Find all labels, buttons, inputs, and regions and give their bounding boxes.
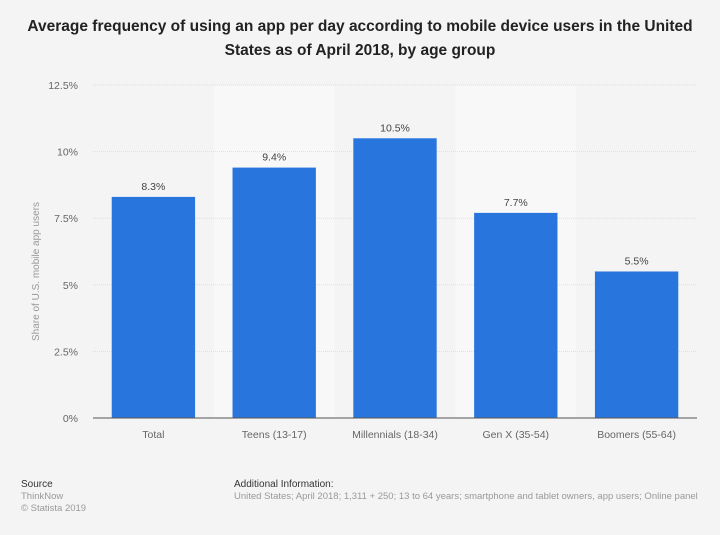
y-tick-label: 0% bbox=[63, 413, 78, 425]
bar bbox=[111, 196, 196, 418]
y-tick-label: 12.5% bbox=[48, 80, 78, 92]
x-tick-label: Millennials (18-34) bbox=[352, 429, 438, 441]
data-label: 5.5% bbox=[625, 255, 649, 267]
y-axis-label: Share of U.S. mobile app users bbox=[31, 202, 42, 341]
bar bbox=[232, 167, 316, 418]
copyright: © Statista 2019 bbox=[21, 503, 87, 514]
y-axis-ticks: 0% 2.5% 5% 7.5% 10% 12.5% bbox=[48, 80, 78, 425]
chart-title: Average frequency of using an app per da… bbox=[27, 18, 693, 59]
bar bbox=[594, 271, 679, 418]
x-tick-label: Boomers (55-64) bbox=[597, 429, 676, 441]
y-tick-label: 10% bbox=[57, 147, 78, 159]
bar bbox=[474, 212, 558, 418]
bar bbox=[353, 138, 437, 418]
additional-info-text: United States; April 2018; 1,311 + 250; … bbox=[234, 491, 698, 502]
data-label: 7.7% bbox=[504, 197, 528, 209]
additional-info-block: Additional Information: United States; A… bbox=[234, 479, 698, 503]
data-label: 10.5% bbox=[380, 122, 410, 134]
data-labels: 8.3% 9.4% 10.5% 7.7% 5.5% bbox=[141, 122, 648, 267]
data-label: 8.3% bbox=[141, 181, 165, 193]
x-axis-ticks: Total Teens (13-17) Millennials (18-34) Gen… bbox=[142, 429, 676, 441]
source-name[interactable]: ThinkNow bbox=[21, 491, 64, 502]
additional-info-heading: Additional Information: bbox=[234, 479, 334, 490]
y-tick-label: 5% bbox=[63, 280, 78, 292]
data-label: 9.4% bbox=[262, 152, 286, 164]
source-heading: Source bbox=[21, 479, 53, 490]
x-tick-label: Gen X (35-54) bbox=[483, 429, 550, 441]
y-tick-label: 7.5% bbox=[54, 213, 78, 225]
x-tick-label: Teens (13-17) bbox=[242, 429, 307, 441]
y-tick-label: 2.5% bbox=[54, 346, 78, 358]
source-block: Source ThinkNow © Statista 2019 bbox=[21, 479, 86, 515]
bars bbox=[111, 138, 679, 418]
x-tick-label: Total bbox=[142, 429, 164, 441]
